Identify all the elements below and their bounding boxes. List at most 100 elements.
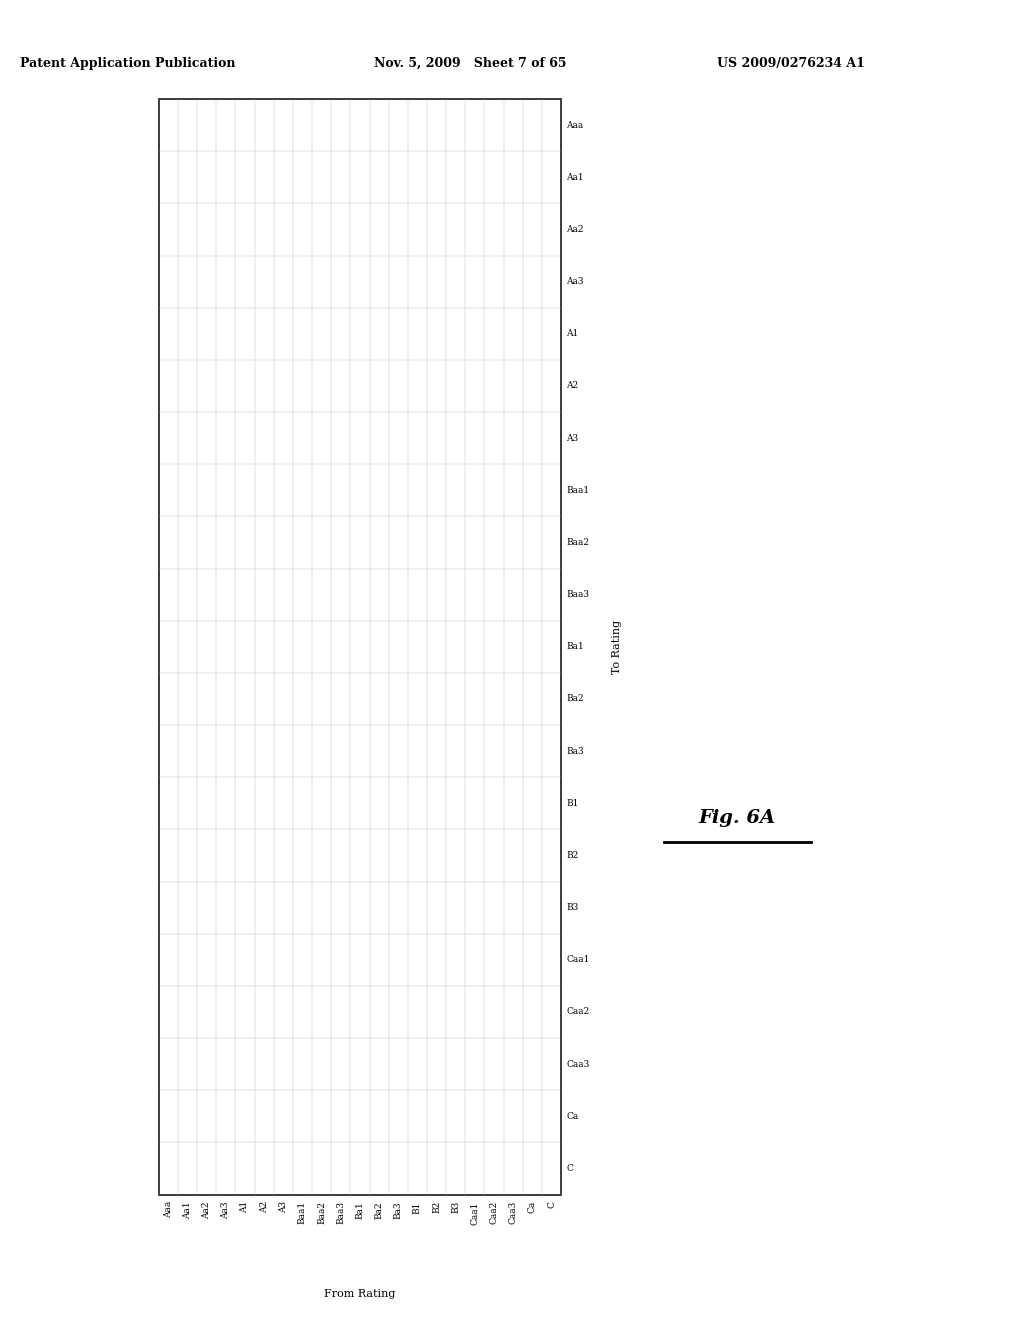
Text: 5: 5	[338, 643, 343, 651]
Text: 3: 3	[318, 643, 325, 651]
Text: Baa3: Baa3	[566, 590, 589, 599]
Text: 1: 1	[184, 330, 190, 338]
Text: 1: 1	[300, 747, 305, 755]
Text: B3: B3	[452, 1201, 460, 1213]
Text: Patent Application Publication: Patent Application Publication	[20, 57, 236, 70]
Text: 0: 0	[185, 277, 190, 285]
Text: A1: A1	[566, 329, 579, 338]
Text: 0: 0	[185, 486, 190, 494]
Text: 93: 93	[220, 226, 231, 234]
Text: 15: 15	[220, 277, 231, 285]
Text: 0: 0	[281, 694, 286, 704]
Text: 71: 71	[336, 539, 346, 546]
Text: 19: 19	[451, 1008, 461, 1016]
Text: 1: 1	[166, 539, 171, 546]
Text: 3: 3	[357, 1164, 362, 1172]
Text: 0: 0	[204, 956, 209, 964]
Text: 0: 0	[185, 956, 190, 964]
Text: 72: 72	[316, 486, 327, 494]
Text: 1: 1	[318, 1008, 325, 1016]
Text: A3: A3	[566, 433, 579, 442]
Text: B1: B1	[566, 799, 579, 808]
Text: 27: 27	[412, 800, 423, 808]
Text: 4: 4	[261, 486, 267, 494]
Text: 17: 17	[297, 486, 308, 494]
Text: Ba3: Ba3	[566, 747, 584, 755]
Text: 1: 1	[166, 381, 171, 389]
Text: 1: 1	[261, 590, 267, 599]
Text: 81: 81	[182, 121, 193, 129]
Text: 2: 2	[243, 486, 248, 494]
Text: 2: 2	[281, 539, 286, 546]
Text: 1: 1	[166, 434, 171, 442]
Text: 1: 1	[243, 434, 248, 442]
Text: 5: 5	[377, 747, 382, 755]
Text: 1: 1	[357, 800, 362, 808]
Text: 1: 1	[243, 590, 248, 599]
Text: 2: 2	[300, 590, 305, 599]
Text: 7: 7	[434, 904, 439, 912]
Text: 12: 12	[412, 956, 423, 964]
Text: 4: 4	[318, 590, 325, 599]
Text: 18: 18	[393, 747, 403, 755]
Text: 2: 2	[377, 851, 382, 859]
Text: Baa2: Baa2	[317, 1201, 326, 1224]
Text: .: .	[397, 956, 399, 964]
Text: 19: 19	[374, 694, 384, 704]
Text: 2: 2	[395, 851, 400, 859]
Text: 1: 1	[204, 330, 209, 338]
Text: 25: 25	[527, 1060, 538, 1068]
Text: 69: 69	[354, 590, 366, 599]
Text: 0: 0	[223, 694, 228, 704]
Text: 2: 2	[261, 539, 266, 546]
Text: A2: A2	[566, 381, 579, 391]
Text: 17: 17	[182, 173, 193, 181]
Text: B3: B3	[566, 903, 579, 912]
Text: Ba1: Ba1	[355, 1201, 365, 1218]
Text: Caa3: Caa3	[509, 1201, 518, 1225]
Text: 1: 1	[184, 381, 190, 389]
Text: To Rating: To Rating	[612, 619, 623, 675]
Text: 100: 100	[161, 121, 176, 129]
Text: Caa1: Caa1	[566, 956, 590, 965]
Text: Caa2: Caa2	[566, 1007, 590, 1016]
Text: B1: B1	[413, 1201, 422, 1213]
Text: Caa1: Caa1	[470, 1201, 479, 1225]
Text: Aa1: Aa1	[566, 173, 584, 182]
Text: 1: 1	[204, 434, 209, 442]
Text: 2: 2	[261, 643, 266, 651]
Text: 1: 1	[166, 277, 171, 285]
Text: 1: 1	[261, 1113, 267, 1121]
Text: 5: 5	[357, 694, 362, 704]
Text: Baa2: Baa2	[566, 539, 589, 546]
Text: US 2009/0276234 A1: US 2009/0276234 A1	[717, 57, 864, 70]
Text: 1: 1	[281, 643, 286, 651]
Text: 4: 4	[204, 277, 209, 285]
Text: 5: 5	[204, 226, 209, 234]
Text: 6: 6	[472, 1008, 477, 1016]
Text: 3: 3	[357, 904, 362, 912]
Text: 0: 0	[204, 539, 209, 546]
Text: Ba3: Ba3	[394, 1201, 402, 1218]
Text: Fig. 6A: Fig. 6A	[698, 809, 776, 828]
Text: A3: A3	[279, 1201, 288, 1213]
Text: Aa3: Aa3	[221, 1201, 230, 1218]
Text: 1: 1	[166, 486, 171, 494]
Text: 2: 2	[243, 539, 248, 546]
Text: Ba1: Ba1	[566, 643, 584, 651]
Text: Ba2: Ba2	[566, 694, 584, 704]
Text: 25: 25	[488, 1060, 500, 1068]
Text: 67: 67	[451, 851, 461, 859]
Text: 8: 8	[261, 434, 267, 442]
Text: Aa2: Aa2	[566, 224, 584, 234]
Text: 19: 19	[278, 434, 289, 442]
Text: Aa3: Aa3	[566, 277, 584, 286]
Text: 1: 1	[338, 904, 343, 912]
Text: Aa2: Aa2	[202, 1201, 211, 1218]
Text: Baa1: Baa1	[298, 1201, 307, 1225]
Text: 1: 1	[204, 643, 209, 651]
Text: 2: 2	[300, 694, 305, 704]
Text: 44: 44	[508, 956, 519, 964]
Text: 2: 2	[166, 226, 171, 234]
Text: 2: 2	[223, 434, 228, 442]
